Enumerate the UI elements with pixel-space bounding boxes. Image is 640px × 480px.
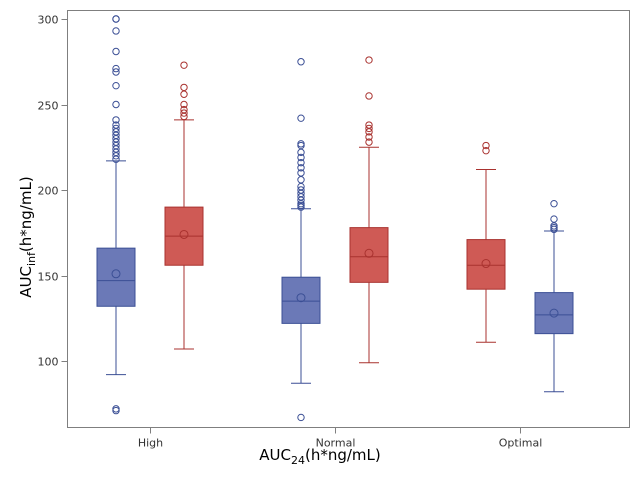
- x-tick-label: Optimal: [499, 437, 543, 450]
- y-tick-label: 300: [38, 14, 59, 27]
- x-axis-title: AUC24(h*ng/mL): [259, 446, 380, 467]
- y-tick-label: 200: [38, 185, 59, 198]
- iqr-box: [282, 277, 320, 323]
- y-tick-label: 250: [38, 100, 59, 113]
- plot-area: [68, 11, 630, 428]
- y-axis: 100 150 200 250 300: [38, 14, 68, 369]
- y-axis-title: AUCinf(h*ng/mL): [17, 176, 38, 297]
- x-tick-label: High: [138, 437, 163, 450]
- box-plot-chart: 100150200250300 High Normal Optimal AUCinf…: [0, 0, 640, 480]
- y-tick-label: 150: [38, 271, 59, 284]
- y-tick-label: 100: [38, 356, 59, 369]
- iqr-box: [467, 240, 505, 290]
- iqr-box: [535, 293, 573, 334]
- iqr-box: [350, 228, 388, 283]
- iqr-box: [97, 248, 135, 306]
